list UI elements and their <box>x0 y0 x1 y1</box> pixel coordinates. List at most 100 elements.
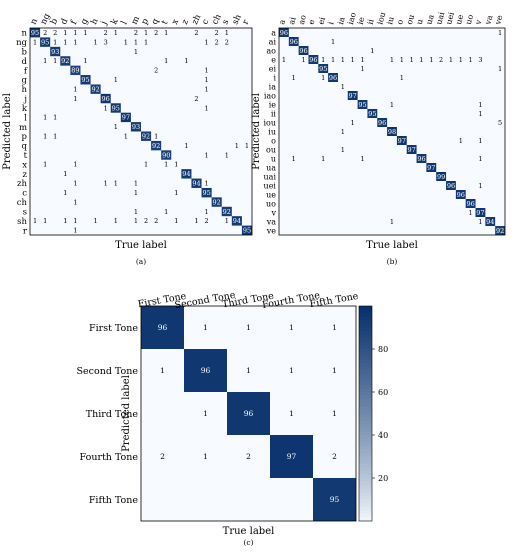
colorbar-segment <box>359 488 372 493</box>
cell-value-label: 1 <box>469 209 473 217</box>
y-tick-label: uo <box>266 199 276 208</box>
cell-value-label: 1 <box>289 409 294 418</box>
cell-value-label: 2 <box>439 56 443 64</box>
y-tick-label: ch <box>17 198 28 208</box>
cell-value-label: 2 <box>194 95 198 103</box>
cell-value-label: 94 <box>233 217 241 225</box>
cell-value-label: 2 <box>154 67 158 75</box>
cell-value-label: 1 <box>63 189 67 197</box>
colorbar-segment <box>359 381 372 386</box>
heatmap-cell <box>241 225 252 235</box>
colorbar-segment <box>359 413 372 418</box>
y-tick-label: m <box>19 123 27 133</box>
cell-value-label: 94 <box>182 170 190 178</box>
x-tick-label: ua <box>425 13 436 25</box>
colorbar-segment <box>359 395 372 400</box>
cell-value-label: 1 <box>478 218 482 226</box>
cell-value-label: 1 <box>63 38 67 46</box>
y-tick-label: ei <box>269 64 277 73</box>
y-tick-label: ai <box>269 37 277 46</box>
cell-value-label: 1 <box>370 47 374 55</box>
heatmap-cell <box>70 65 81 76</box>
colorbar-segment <box>359 327 372 332</box>
cell-value-label: 1 <box>164 57 168 65</box>
y-tick-label: c <box>22 189 27 199</box>
heatmap-cell <box>308 55 319 64</box>
colorbar-segment <box>359 474 372 479</box>
y-tick-label: ou <box>266 145 276 154</box>
x-tick-label: k <box>109 17 121 27</box>
x-tick-label: ou <box>405 14 416 26</box>
x-tick-label: ia <box>336 16 347 26</box>
colorbar-segment <box>359 517 372 522</box>
cell-value-label: 2 <box>154 29 158 37</box>
cell-value-label: 1 <box>478 182 482 190</box>
x-tick-label: m <box>130 15 142 27</box>
y-tick-label: ii <box>271 109 277 118</box>
cell-value-label: 1 <box>245 142 249 150</box>
x-tick-label: c <box>200 18 211 27</box>
heatmap-cell <box>231 216 242 226</box>
y-axis-title: Predicted label <box>251 93 262 170</box>
x-tick-label: p <box>140 17 152 27</box>
cell-value-label: 1 <box>174 161 178 169</box>
heatmap-cell <box>318 64 329 73</box>
colorbar-segment <box>359 478 372 483</box>
colorbar-segment <box>359 424 372 429</box>
x-tick-label: q <box>150 17 162 27</box>
heatmap-frame <box>140 305 357 522</box>
y-tick-label: Second Tone <box>77 366 139 377</box>
cell-value-label: 1 <box>63 217 67 225</box>
cell-value-label: 1 <box>73 95 77 103</box>
heatmap-cell <box>416 154 427 163</box>
y-tick-label: g <box>22 76 28 86</box>
cell-value-label: 1 <box>104 104 108 112</box>
cell-value-label: 1 <box>205 151 209 159</box>
y-tick-label: h <box>22 85 28 95</box>
y-tick-label: iou <box>263 118 276 127</box>
cell-value-label: 1 <box>351 119 355 127</box>
cell-value-label: 1 <box>164 208 168 216</box>
cell-value-label: 1 <box>289 323 294 332</box>
cell-value-label: 96 <box>201 366 211 375</box>
cell-value-label: 2 <box>225 38 229 46</box>
heatmap-cell <box>279 28 289 37</box>
y-tick-label: First Tone <box>89 323 138 334</box>
cell-value-label: 1 <box>73 198 77 206</box>
x-tick-label: ii <box>366 18 376 26</box>
colorbar-segment <box>359 435 372 440</box>
cell-value-label: 2 <box>144 217 148 225</box>
cell-value-label: 1 <box>94 38 98 46</box>
x-tick-label: e <box>307 18 317 25</box>
cell-value-label: 1 <box>114 29 118 37</box>
cell-value-label: 1 <box>134 208 138 216</box>
heatmap-cell <box>151 140 162 151</box>
y-tick-label: j <box>23 95 27 105</box>
cell-value-label: 1 <box>104 180 108 188</box>
cell-value-label: 2 <box>246 452 251 461</box>
colorbar-segment <box>359 470 372 475</box>
cell-value-label: 96 <box>447 182 455 190</box>
panel-label: (c) <box>243 538 253 547</box>
colorbar-segment <box>359 485 372 490</box>
cell-value-label: 1 <box>33 217 37 225</box>
heatmap-frame <box>29 27 253 236</box>
cell-value-label: 1 <box>498 29 502 37</box>
cell-value-label: 1 <box>114 217 118 225</box>
y-tick-label: i <box>273 73 276 82</box>
cell-value-label: 94 <box>192 180 200 188</box>
cell-value-label: 1 <box>73 180 77 188</box>
y-tick-label: u <box>271 154 276 163</box>
cell-value-label: 1 <box>301 56 305 64</box>
cell-value-label: 1 <box>43 114 47 122</box>
cell-value-label: 1 <box>360 56 364 64</box>
x-tick-label: zh <box>190 13 203 27</box>
y-tick-label: ua <box>266 163 276 172</box>
cell-value-label: 95 <box>202 189 210 197</box>
y-tick-label: zh <box>17 179 27 189</box>
y-tick-label: a <box>271 28 276 37</box>
cell-value-label: 1 <box>449 56 453 64</box>
cell-value-label: 92 <box>223 208 231 216</box>
x-tick-label: x <box>170 18 181 27</box>
cell-value-label: 96 <box>290 38 298 46</box>
